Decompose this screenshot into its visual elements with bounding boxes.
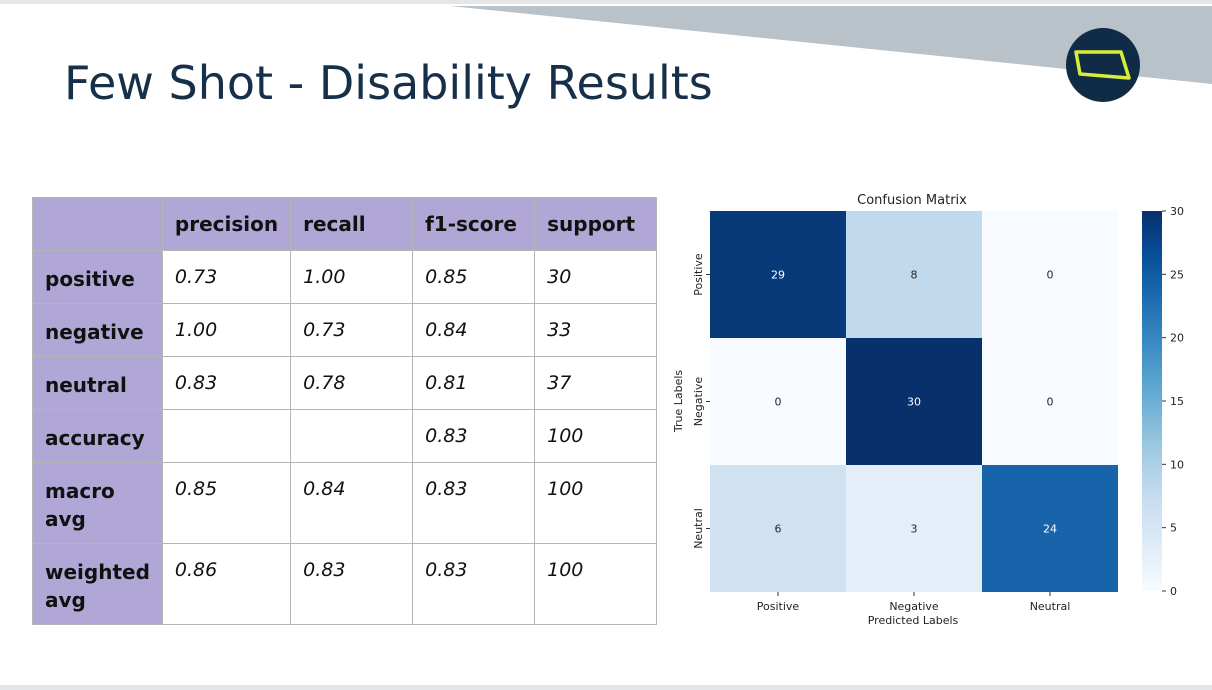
heatmap-cell	[710, 211, 846, 338]
y-tick-labels: Positive Negative Neutral	[692, 253, 710, 549]
cell-value-label: 0	[1047, 396, 1054, 409]
colorbar-tick-label: 25	[1170, 268, 1184, 281]
table-cell: 0.83	[412, 409, 536, 463]
table-cell: 0.81	[412, 356, 536, 410]
cell-value-label: 24	[1043, 523, 1057, 536]
table-cell: 0.85	[161, 462, 292, 544]
table-row: neutral 0.83 0.78 0.81 37	[32, 356, 658, 410]
table-cell	[161, 409, 292, 463]
chart-title: Confusion Matrix	[857, 193, 967, 208]
heatmap-cell	[710, 465, 846, 592]
bottom-border	[0, 685, 1212, 690]
row-label: weighted avg	[32, 543, 163, 625]
y-tick-label: Positive	[692, 253, 705, 296]
table-cell: 0.83	[161, 356, 292, 410]
table-row: weighted avg 0.86 0.83 0.83 100	[32, 543, 658, 625]
heatmap-cell	[846, 211, 982, 338]
logo-icon	[1074, 50, 1131, 80]
table-row: positive 0.73 1.00 0.85 30	[32, 250, 658, 304]
table-row: accuracy 0.83 100	[32, 409, 658, 463]
x-tick-label: Negative	[889, 600, 939, 613]
cell-value-label: 3	[911, 523, 918, 536]
colorbar-tick-label: 5	[1170, 522, 1177, 535]
heatmap-cell	[982, 465, 1118, 592]
table-cell: 37	[534, 356, 658, 410]
y-tick-label: Neutral	[692, 508, 705, 549]
x-tick-labels: Positive Negative Neutral	[757, 592, 1071, 613]
colorbar-tick-label: 10	[1170, 458, 1184, 471]
row-label: accuracy	[32, 409, 163, 463]
colorbar-ticks: 0 5 10 15 20 25 30	[1162, 205, 1184, 598]
table-cell: 0.84	[412, 303, 536, 357]
x-tick-label: Positive	[757, 600, 800, 613]
heatmap-cell	[846, 338, 982, 465]
table-cell: 0.86	[161, 543, 292, 625]
confusion-matrix-chart: Confusion Matrix 29 8 0 0 30 0 6 3 24 Positive Ne…	[672, 193, 1184, 627]
slide-title: Few Shot - Disability Results	[64, 56, 713, 110]
y-axis-label: True Labels	[672, 370, 685, 434]
top-border	[0, 0, 1212, 4]
header-cell	[32, 197, 163, 251]
table-cell: 100	[534, 543, 658, 625]
cell-value-label: 0	[775, 396, 782, 409]
table-cell	[290, 409, 414, 463]
colorbar-tick-label: 15	[1170, 395, 1184, 408]
table-cell: 0.83	[412, 543, 536, 625]
heatmap-cell	[982, 338, 1118, 465]
table-cell: 1.00	[161, 303, 292, 357]
table-cell: 1.00	[290, 250, 414, 304]
table-cell: 100	[534, 462, 658, 544]
table-header-row: precision recall f1-score support	[32, 197, 658, 251]
table-cell: 0.83	[412, 462, 536, 544]
heatmap-cells: 29 8 0 0 30 0 6 3 24	[710, 211, 1118, 592]
table-cell: 0.85	[412, 250, 536, 304]
table-cell: 0.73	[290, 303, 414, 357]
classification-report-table: precision recall f1-score support positi…	[32, 197, 658, 625]
heatmap-cell	[710, 338, 846, 465]
table-row: negative 1.00 0.73 0.84 33	[32, 303, 658, 357]
cell-value-label: 29	[771, 269, 785, 282]
colorbar-tick-label: 30	[1170, 205, 1184, 218]
colorbar-tick-label: 20	[1170, 332, 1184, 345]
banner-shape	[450, 6, 1212, 84]
x-tick-label: Neutral	[1030, 600, 1071, 613]
cell-value-label: 6	[775, 523, 782, 536]
heatmap-cell	[982, 211, 1118, 338]
x-axis-label: Predicted Labels	[868, 614, 959, 627]
table-cell: 0.73	[161, 250, 292, 304]
cell-value-label: 30	[907, 396, 921, 409]
table-cell: 30	[534, 250, 658, 304]
slide-banner	[450, 6, 1212, 84]
colorbar	[1142, 211, 1162, 591]
table-cell: 100	[534, 409, 658, 463]
cell-value-label: 8	[911, 269, 918, 282]
row-label: neutral	[32, 356, 163, 410]
header-cell: precision	[161, 197, 292, 251]
cell-value-label: 0	[1047, 269, 1054, 282]
table-cell: 0.84	[290, 462, 414, 544]
colorbar-tick-label: 0	[1170, 585, 1177, 598]
table-row: macro avg 0.85 0.84 0.83 100	[32, 462, 658, 544]
header-cell: support	[534, 197, 658, 251]
header-cell: f1-score	[412, 197, 536, 251]
row-label: negative	[32, 303, 163, 357]
row-label: positive	[32, 250, 163, 304]
logo	[1066, 28, 1140, 102]
header-cell: recall	[290, 197, 414, 251]
row-label: macro avg	[32, 462, 163, 544]
y-tick-label: Negative	[692, 377, 705, 427]
table-cell: 0.78	[290, 356, 414, 410]
heatmap-cell	[846, 465, 982, 592]
table-cell: 0.83	[290, 543, 414, 625]
table-cell: 33	[534, 303, 658, 357]
